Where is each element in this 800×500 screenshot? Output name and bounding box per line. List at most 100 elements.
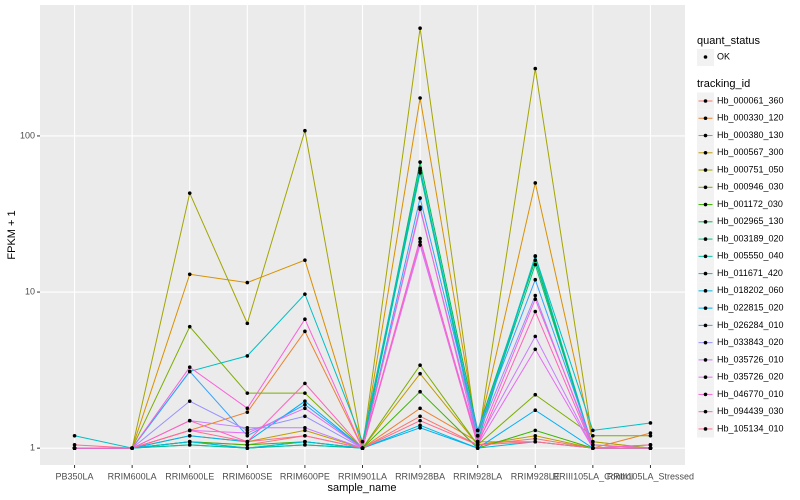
legend-label: Hb_035726_020 — [717, 372, 784, 382]
legend-label: Hb_000380_130 — [717, 130, 784, 140]
point — [303, 428, 307, 433]
legend-point — [703, 289, 708, 293]
point — [418, 166, 422, 171]
y-axis-title: FPKM + 1 — [6, 210, 18, 259]
point — [303, 258, 307, 262]
point — [245, 443, 250, 447]
grid — [40, 5, 685, 465]
point — [533, 408, 538, 413]
point — [475, 439, 480, 444]
legend-label: Hb_026284_010 — [717, 320, 784, 330]
legend-label: OK — [717, 51, 730, 61]
legend-point — [703, 323, 708, 328]
point — [533, 347, 538, 352]
point — [648, 431, 653, 435]
legend-point — [703, 116, 708, 121]
legend-label: Hb_022815_020 — [717, 302, 784, 312]
point — [418, 26, 422, 31]
legend-point — [703, 99, 708, 103]
point — [245, 439, 250, 444]
point — [418, 196, 422, 200]
legend-label: Hb_018202_060 — [717, 285, 784, 295]
point — [648, 443, 653, 447]
legend-label: Hb_033843_020 — [717, 337, 784, 347]
point — [187, 443, 192, 447]
legend-label: Hb_000946_030 — [717, 182, 784, 192]
legend-point — [703, 340, 708, 345]
point — [130, 446, 134, 450]
legend: quant_status OK tracking_id Hb_000061_360 Hb… — [697, 35, 784, 438]
legend-label: Hb_003189_020 — [717, 233, 784, 243]
point — [303, 381, 307, 386]
point — [303, 128, 307, 133]
legend-point — [703, 202, 708, 207]
x-tick-label: RRIII105LA_Control — [553, 471, 634, 481]
point — [187, 272, 192, 277]
point — [303, 426, 307, 430]
point — [648, 446, 653, 450]
point — [533, 309, 538, 314]
point — [303, 399, 307, 403]
legend-point — [703, 168, 708, 172]
point — [187, 324, 192, 329]
point — [303, 292, 307, 296]
point — [533, 293, 538, 298]
point — [303, 402, 307, 407]
point — [303, 433, 307, 438]
point — [245, 321, 250, 326]
point — [187, 191, 192, 195]
point — [418, 371, 422, 376]
legend-point — [703, 375, 708, 379]
legend-label: Hb_000061_360 — [717, 95, 784, 105]
legend-point — [703, 185, 708, 190]
legend-label: Hb_001172_030 — [717, 199, 783, 209]
legend-point — [703, 133, 708, 138]
legend-label: Hb_002965_130 — [717, 216, 784, 226]
point — [418, 406, 422, 411]
point — [245, 410, 250, 414]
point — [591, 446, 595, 450]
legend-label: Hb_000567_300 — [717, 147, 784, 157]
point — [475, 428, 480, 433]
point — [245, 354, 250, 358]
point — [187, 428, 192, 433]
point — [303, 329, 307, 334]
y-tick-label: 1 — [30, 443, 35, 453]
point — [418, 205, 422, 209]
x-axis-title: sample_name — [327, 482, 396, 494]
point — [533, 392, 538, 397]
x-tick-label: RRIM600SE — [222, 471, 272, 481]
point — [533, 262, 538, 267]
legend-point — [703, 358, 708, 362]
legend-point — [703, 409, 708, 414]
point — [533, 277, 538, 282]
point — [245, 426, 250, 430]
x-tick-label: RRIM901LA — [338, 471, 387, 481]
point — [475, 446, 480, 450]
y-tick-label: 100 — [20, 130, 35, 140]
point — [245, 431, 250, 435]
point — [418, 160, 422, 164]
legend-label: Hb_000751_050 — [717, 164, 784, 174]
point — [187, 418, 192, 423]
point — [533, 254, 538, 258]
point — [533, 334, 538, 339]
point — [303, 443, 307, 447]
legend-label: Hb_105134_010 — [717, 423, 784, 433]
legend-point — [703, 55, 708, 59]
point — [591, 433, 595, 438]
point — [245, 433, 250, 438]
point — [418, 239, 422, 244]
x-tick-label: RRIM600LA — [108, 471, 157, 481]
point — [591, 428, 595, 433]
x-tick-label: RRIII105LA_Stressed — [607, 471, 694, 481]
point — [533, 66, 538, 71]
legend-label: Hb_094439_030 — [717, 406, 784, 416]
point — [303, 391, 307, 395]
point — [360, 439, 365, 444]
x-tick-label: RRIM600LE — [165, 471, 214, 481]
x-tick-label: RRIM600PE — [280, 471, 330, 481]
point — [418, 243, 422, 247]
points — [72, 26, 653, 450]
